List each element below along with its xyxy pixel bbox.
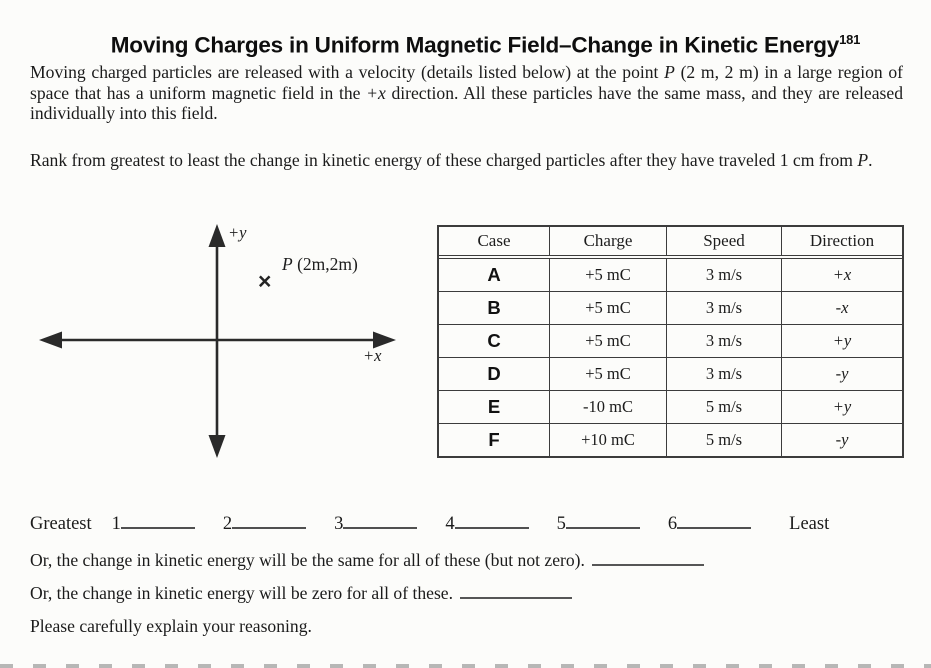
page-title: Moving Charges in Uniform Magnetic Field… (40, 32, 931, 59)
intro-segment-1: Moving charged particles are released wi… (30, 62, 665, 82)
rank-blank-3 (343, 527, 418, 529)
rank-number: 4 (445, 514, 455, 534)
y-axis-up-arrowhead-icon (208, 224, 226, 247)
point-p-marker: × (258, 268, 272, 294)
or-same-text: Or, the change in kinetic energy will be… (30, 550, 585, 570)
case-label: E (439, 391, 550, 423)
rank-blank-4 (454, 527, 529, 529)
rank-slot-5: 5 (557, 514, 640, 535)
case-label: B (439, 292, 550, 324)
table-row: D +5 mC 3 m/s -y (439, 358, 902, 391)
point-symbol: P (664, 62, 675, 82)
case-label: A (439, 259, 550, 291)
task-paragraph: Rank from greatest to least the change i… (30, 150, 903, 171)
rank-blank-2 (232, 527, 307, 529)
page-title-text: Moving Charges in Uniform Magnetic Field… (110, 32, 840, 58)
charge-value: +10 mC (550, 424, 667, 456)
speed-value: 5 m/s (667, 424, 782, 456)
charge-value: +5 mC (550, 292, 667, 324)
charge-value: +5 mC (550, 259, 667, 291)
rank-blank-1 (120, 527, 195, 529)
y-axis-label: +y (228, 223, 247, 242)
x-axis-label: +x (363, 346, 382, 365)
or-zero-blank (460, 597, 573, 599)
table-row: F +10 mC 5 m/s -y (439, 424, 902, 456)
x-axis-left-arrowhead-icon (39, 331, 62, 349)
or-same-blank (591, 564, 704, 566)
field-direction: +x (366, 82, 386, 103)
or-same-statement: Or, the change in kinetic energy will be… (30, 550, 704, 571)
col-header-charge: Charge (550, 227, 667, 255)
speed-value: 3 m/s (667, 358, 782, 390)
col-header-speed: Speed (667, 227, 782, 255)
speed-value: 3 m/s (667, 292, 782, 324)
charge-value: +5 mC (550, 358, 667, 390)
case-label: C (439, 325, 550, 357)
col-header-direction: Direction (809, 231, 875, 250)
speed-value: 3 m/s (667, 325, 782, 357)
direction-value: +x (832, 265, 852, 284)
ranking-line: Greatest 1 2 3 4 5 6 Least (30, 514, 829, 535)
rank-number: 6 (667, 514, 678, 534)
page-title-superscript: 181 (839, 32, 861, 48)
point-symbol: P (282, 254, 293, 274)
direction-value: +y (832, 397, 852, 416)
table-header-row: Case Charge Speed Direction (439, 227, 902, 256)
direction-value: -y (835, 364, 849, 383)
case-label: D (439, 358, 550, 390)
greatest-label: Greatest (30, 514, 92, 534)
point-coords: (2m,2m) (292, 254, 358, 274)
table-row: C +5 mC 3 m/s +y (439, 325, 902, 358)
y-axis-down-arrowhead-icon (208, 435, 226, 458)
x-axis-right-arrowhead-icon (373, 331, 396, 349)
case-label: F (439, 424, 550, 456)
direction-value: +y (832, 331, 852, 350)
table-row: B +5 mC 3 m/s -x (439, 292, 902, 325)
rank-slot-4: 4 (445, 514, 529, 535)
least-label: Least (789, 514, 830, 534)
case-table: Case Charge Speed Direction A +5 mC 3 m/… (437, 225, 904, 458)
task-segment-2: . (868, 150, 873, 170)
table-row: A +5 mC 3 m/s +x (439, 259, 902, 292)
rank-slot-2: 2 (222, 514, 307, 535)
speed-value: 3 m/s (667, 259, 782, 291)
intro-segment-2: (2 m, 2 m) in a large region of space th… (30, 62, 904, 103)
rank-slot-1: 1 (112, 514, 195, 535)
rank-number: 5 (556, 514, 566, 534)
axes-graphic (39, 224, 396, 458)
task-segment-1: Rank from greatest to least the change i… (30, 150, 858, 170)
explain-prompt: Please carefully explain your reasoning. (30, 616, 312, 636)
table-row: E -10 mC 5 m/s +y (439, 391, 902, 424)
point-symbol: P (857, 150, 869, 170)
rank-blank-6 (677, 527, 752, 529)
charge-value: -10 mC (550, 391, 667, 423)
direction-value: -x (835, 298, 849, 317)
col-header-case: Case (439, 227, 550, 255)
rank-slot-6: 6 (667, 514, 752, 535)
intro-segment-3: direction. All these particles have the … (30, 82, 903, 124)
coordinate-diagram: +y +x × P (2m,2m) (30, 218, 422, 464)
rank-slot-3: 3 (334, 514, 418, 535)
or-zero-statement: Or, the change in kinetic energy will be… (30, 583, 573, 604)
speed-value: 5 m/s (667, 391, 782, 423)
rank-number: 2 (222, 514, 233, 534)
rank-blank-5 (565, 527, 640, 529)
rank-number: 1 (111, 514, 121, 534)
intro-paragraph: Moving charged particles are released wi… (30, 62, 903, 124)
scan-edge-artifact (0, 664, 931, 668)
direction-value: -y (835, 430, 849, 449)
point-p-label: P (2m,2m) (282, 254, 358, 275)
charge-value: +5 mC (550, 325, 667, 357)
rank-number: 3 (334, 514, 344, 534)
header-divider (439, 256, 902, 259)
or-zero-text: Or, the change in kinetic energy will be… (30, 583, 454, 603)
